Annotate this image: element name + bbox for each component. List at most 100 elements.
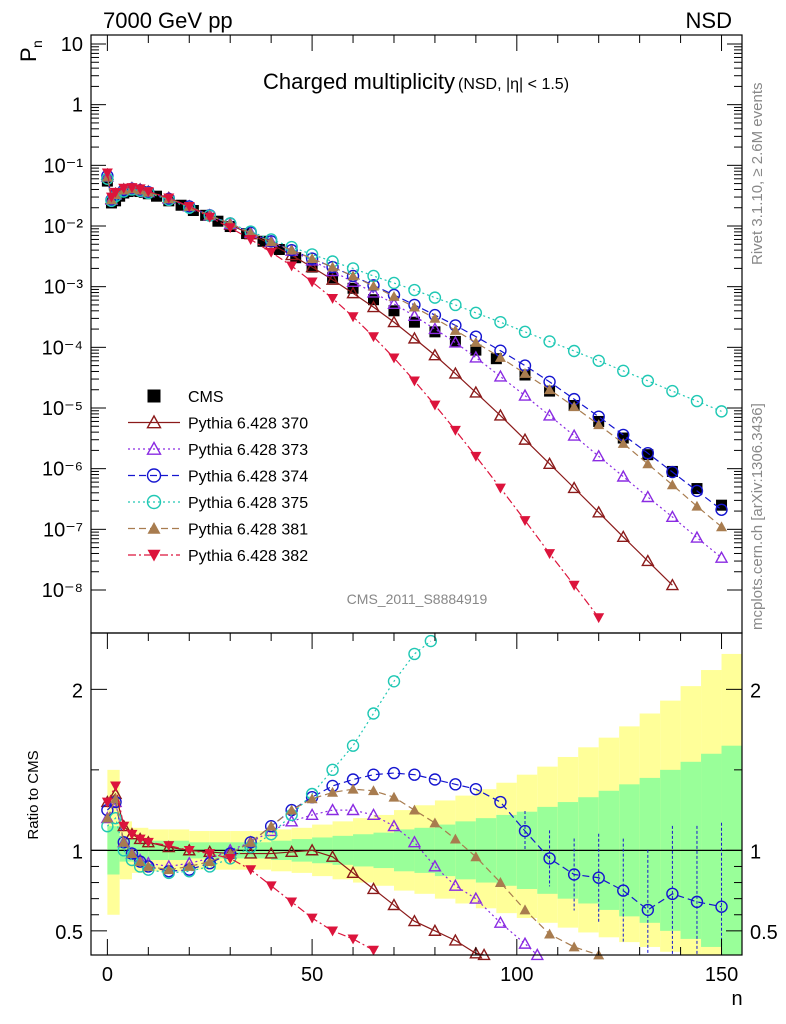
data-point-374 bbox=[690, 484, 704, 498]
ratio-point-382 bbox=[368, 945, 380, 956]
data-point-CMS bbox=[429, 326, 441, 338]
data-point-370 bbox=[387, 315, 401, 328]
ratio-point-370 bbox=[284, 845, 299, 858]
data-point-373 bbox=[592, 449, 606, 462]
data-point-381 bbox=[691, 500, 703, 511]
mcplots-label: mcplots.cern.ch [arXiv:1306.3436] bbox=[749, 403, 766, 630]
data-point-381 bbox=[286, 244, 298, 255]
ratio-point-374 bbox=[428, 773, 442, 786]
data-point-CMS bbox=[175, 199, 187, 211]
legend-marker bbox=[147, 522, 161, 534]
data-point-373 bbox=[641, 490, 655, 503]
y-tick-label: 10⁻⁸ bbox=[42, 580, 83, 602]
data-point-382 bbox=[470, 451, 482, 462]
data-point-373 bbox=[493, 369, 508, 382]
ratio-point-370 bbox=[366, 882, 381, 895]
ratio-point-373 bbox=[518, 936, 532, 949]
data-point-381 bbox=[265, 236, 277, 247]
data-point-375 bbox=[592, 354, 605, 367]
legend-marker bbox=[146, 494, 162, 510]
data-point-382 bbox=[327, 294, 339, 304]
data-point-382 bbox=[593, 613, 605, 624]
ratio-point-373 bbox=[387, 819, 401, 832]
ratio-point-381 bbox=[163, 864, 175, 875]
ratio-point-374 bbox=[449, 778, 462, 791]
ratio-point-375 bbox=[346, 739, 360, 752]
data-point-375 bbox=[428, 291, 442, 304]
y-tick-label: 1 bbox=[72, 95, 83, 117]
y-tick-label: 10⁻² bbox=[44, 216, 84, 238]
legend-marker bbox=[146, 441, 162, 455]
ratio-point-374 bbox=[387, 766, 401, 780]
ratio-point-381 bbox=[118, 836, 130, 847]
data-point-373 bbox=[428, 322, 442, 335]
data-point-381 bbox=[617, 437, 629, 448]
top-panel-ticks: 10 1 10⁻¹ 10⁻² 10⁻³ 10⁻⁴ 10⁻⁵ 10⁻⁶ 10⁻⁷ 10⁻⁸ bbox=[42, 34, 742, 602]
ratio-point-381 bbox=[126, 848, 138, 858]
ratio-point-373 bbox=[305, 807, 319, 821]
data-point-CMS bbox=[716, 499, 728, 511]
data-point-370 bbox=[305, 260, 319, 273]
data-point-382 bbox=[142, 187, 154, 198]
data-point-373 bbox=[542, 408, 557, 421]
ratio-point-382 bbox=[327, 926, 339, 937]
data-point-382 bbox=[163, 193, 175, 204]
data-point-375 bbox=[617, 364, 630, 378]
energy-label: 7000 GeV pp bbox=[103, 8, 233, 33]
legend-entry-373: Pythia 6.428 373 bbox=[128, 441, 308, 459]
data-point-382 bbox=[286, 261, 298, 272]
data-point-381 bbox=[666, 479, 678, 490]
ratio-point-381 bbox=[408, 804, 420, 815]
data-point-381 bbox=[327, 261, 339, 272]
data-point-381 bbox=[449, 324, 461, 335]
legend-marker bbox=[147, 389, 161, 403]
data-point-370 bbox=[616, 529, 630, 543]
process-label: NSD bbox=[686, 8, 732, 33]
data-point-CMS bbox=[327, 272, 339, 284]
data-point-382 bbox=[519, 516, 531, 526]
ratio-point-370 bbox=[325, 849, 340, 862]
ratio-point-382 bbox=[126, 829, 138, 840]
ratio-point-373 bbox=[469, 891, 483, 904]
data-point-381 bbox=[593, 419, 605, 430]
data-point-373 bbox=[387, 296, 401, 309]
ratio-point-373 bbox=[366, 807, 381, 821]
data-point-370 bbox=[469, 385, 483, 398]
data-point-375 bbox=[408, 283, 421, 297]
data-point-381 bbox=[368, 280, 380, 291]
ratio-point-375 bbox=[424, 634, 438, 648]
data-point-382 bbox=[101, 168, 113, 179]
y-tick-label: 10⁻³ bbox=[44, 277, 84, 299]
x-axis-label: n bbox=[731, 988, 742, 1010]
data-point-370 bbox=[567, 481, 581, 494]
ratio-point-381 bbox=[142, 860, 154, 871]
legend-entry-381: Pythia 6.428 381 bbox=[128, 522, 308, 539]
data-point-382 bbox=[126, 183, 138, 194]
data-point-370 bbox=[428, 348, 442, 361]
data-point-373 bbox=[407, 308, 422, 321]
data-point-375 bbox=[567, 344, 581, 358]
ratio-point-381 bbox=[347, 783, 359, 794]
y-label-p: P bbox=[16, 47, 41, 62]
ratio-point-381 bbox=[101, 812, 113, 823]
ratio-point-370 bbox=[469, 946, 483, 959]
data-point-381 bbox=[245, 227, 257, 238]
legend-entry-CMS: CMS bbox=[147, 389, 224, 406]
ratio-point-382 bbox=[347, 934, 359, 945]
y-tick-label: 10⁻⁵ bbox=[42, 398, 83, 420]
ratio-point-370 bbox=[387, 898, 401, 911]
series-line-375 bbox=[106, 178, 722, 412]
data-point-370 bbox=[407, 331, 422, 344]
data-point-CMS bbox=[200, 209, 212, 221]
data-point-381 bbox=[716, 521, 728, 532]
data-point-370 bbox=[518, 432, 532, 445]
data-point-375 bbox=[715, 405, 728, 418]
legend-label: Pythia 6.428 382 bbox=[188, 548, 308, 565]
data-point-381 bbox=[470, 337, 482, 347]
ratio-y-label: Ratio to CMS bbox=[25, 750, 42, 839]
legend-label: Pythia 6.428 374 bbox=[188, 469, 308, 486]
data-point-382 bbox=[204, 212, 216, 223]
legend-label: Pythia 6.428 381 bbox=[188, 522, 308, 539]
x-tick-label: 100 bbox=[500, 964, 533, 986]
